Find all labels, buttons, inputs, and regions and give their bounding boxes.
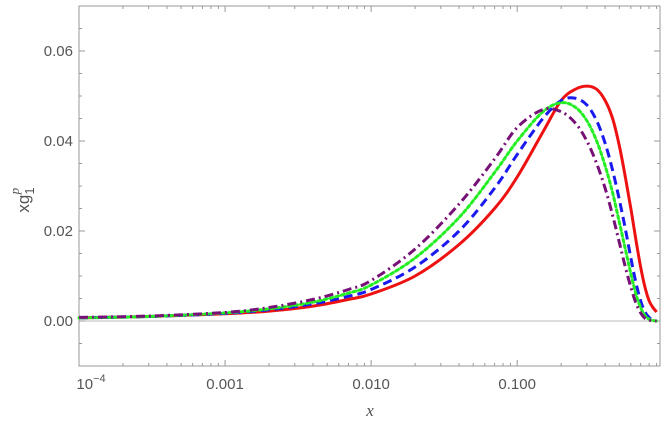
ticks-layer	[78, 5, 660, 367]
y-tick-label: 0.00	[44, 313, 73, 330]
x-axis-title: x	[365, 401, 374, 420]
y-tick-label: 0.02	[44, 223, 73, 240]
x-tick-label: 0.001	[206, 376, 244, 393]
x-tick-label: 0.010	[352, 376, 390, 393]
y-axis-title-base: xg	[14, 195, 33, 213]
x-tick-label: 10−4	[76, 373, 105, 393]
series-line-1	[78, 84, 658, 320]
y-axis-title-sup: p	[7, 187, 22, 195]
y-axis-title: xg1p	[7, 187, 37, 212]
series-line-4	[78, 106, 657, 323]
plot-frame	[78, 5, 661, 367]
labels-layer: 0.00 0.02 0.04 0.06 10−4 0.001 0.010 0.100	[44, 43, 536, 393]
series-line-3	[77, 101, 659, 323]
y-axis-title-sub: 1	[22, 187, 37, 194]
series-line-2	[78, 96, 657, 323]
y-tick-label: 0.06	[44, 43, 73, 60]
series-layer	[77, 84, 659, 323]
y-tick-label: 0.04	[44, 133, 73, 150]
x-tick-label: 0.100	[498, 376, 536, 393]
